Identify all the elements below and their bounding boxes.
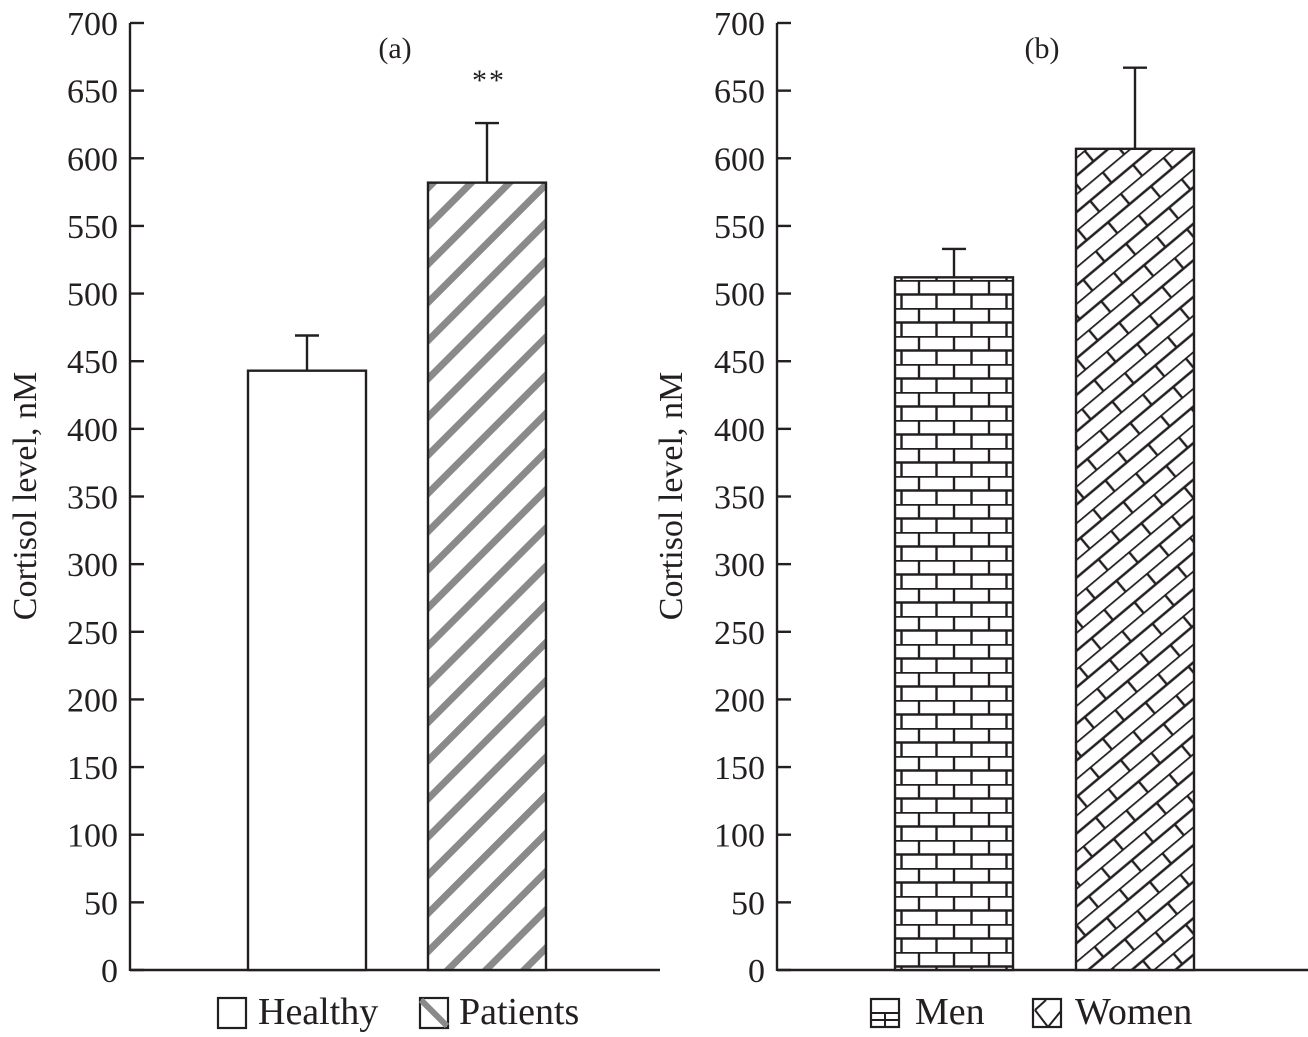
y-axis-ticks: 0 50 100 150 200 250 300 350 400 450 500 550 600 650 7… (714, 6, 791, 990)
y-tick-label: 450 (67, 344, 118, 381)
bar-patients (426, 181, 548, 972)
y-tick-label: 550 (67, 209, 118, 246)
significance-annotation: ** (472, 64, 506, 97)
panel-label: (b) (1025, 32, 1060, 65)
legend-swatch-healthy (216, 996, 248, 1030)
panel-b: Cortisol level, nM 0 50 100 150 200 250 300 350… (653, 6, 1308, 1033)
y-tick-label: 200 (714, 682, 765, 719)
y-tick-label: 0 (101, 953, 118, 990)
y-tick-label: 50 (84, 885, 118, 922)
y-tick-label: 450 (714, 344, 765, 381)
legend-swatch-men (869, 997, 901, 1029)
y-axis-title: Cortisol level, nM (653, 372, 690, 620)
bar-healthy (246, 369, 368, 972)
y-tick-label: 250 (67, 615, 118, 652)
y-tick-label: 600 (67, 141, 118, 178)
y-tick-label: 150 (714, 750, 765, 787)
legend-swatch-patients (418, 996, 450, 1030)
y-tick-label: 500 (714, 277, 765, 314)
y-tick-label: 650 (714, 74, 765, 111)
y-tick-label: 500 (67, 277, 118, 314)
bars (246, 121, 548, 972)
y-tick-label: 350 (67, 480, 118, 517)
y-tick-label: 100 (67, 818, 118, 855)
legend: Men Women (869, 991, 1192, 1033)
legend-label-patients: Patients (459, 991, 579, 1033)
y-tick-label: 150 (67, 750, 118, 787)
y-tick-label: 650 (67, 74, 118, 111)
panel-label: (a) (378, 32, 411, 65)
y-tick-label: 200 (67, 682, 118, 719)
y-tick-label: 300 (67, 547, 118, 584)
y-tick-label: 300 (714, 547, 765, 584)
y-tick-label: 550 (714, 209, 765, 246)
y-axis-ticks: 0 50 100 150 200 250 300 350 400 450 500 550 600 650 7… (67, 6, 144, 990)
bar-women (1074, 147, 1196, 972)
legend: Healthy Patients (216, 991, 579, 1033)
legend-swatch-women (1031, 997, 1063, 1029)
y-tick-label: 350 (714, 480, 765, 517)
legend-label-healthy: Healthy (258, 991, 378, 1033)
y-tick-label: 0 (748, 953, 765, 990)
y-axis-title: Cortisol level, nM (7, 372, 44, 620)
y-tick-label: 400 (714, 412, 765, 449)
panel-a: Cortisol level, nM 0 50 100 150 200 250 300 350… (7, 6, 660, 1033)
legend-label-women: Women (1075, 991, 1192, 1033)
y-tick-label: 50 (731, 885, 765, 922)
y-tick-label: 400 (67, 412, 118, 449)
y-tick-label: 600 (714, 141, 765, 178)
y-tick-label: 250 (714, 615, 765, 652)
y-tick-label: 700 (714, 6, 765, 43)
legend-label-men: Men (915, 991, 985, 1033)
bar-men (893, 276, 1015, 972)
y-tick-label: 700 (67, 6, 118, 43)
bars (893, 66, 1196, 972)
y-tick-label: 100 (714, 818, 765, 855)
